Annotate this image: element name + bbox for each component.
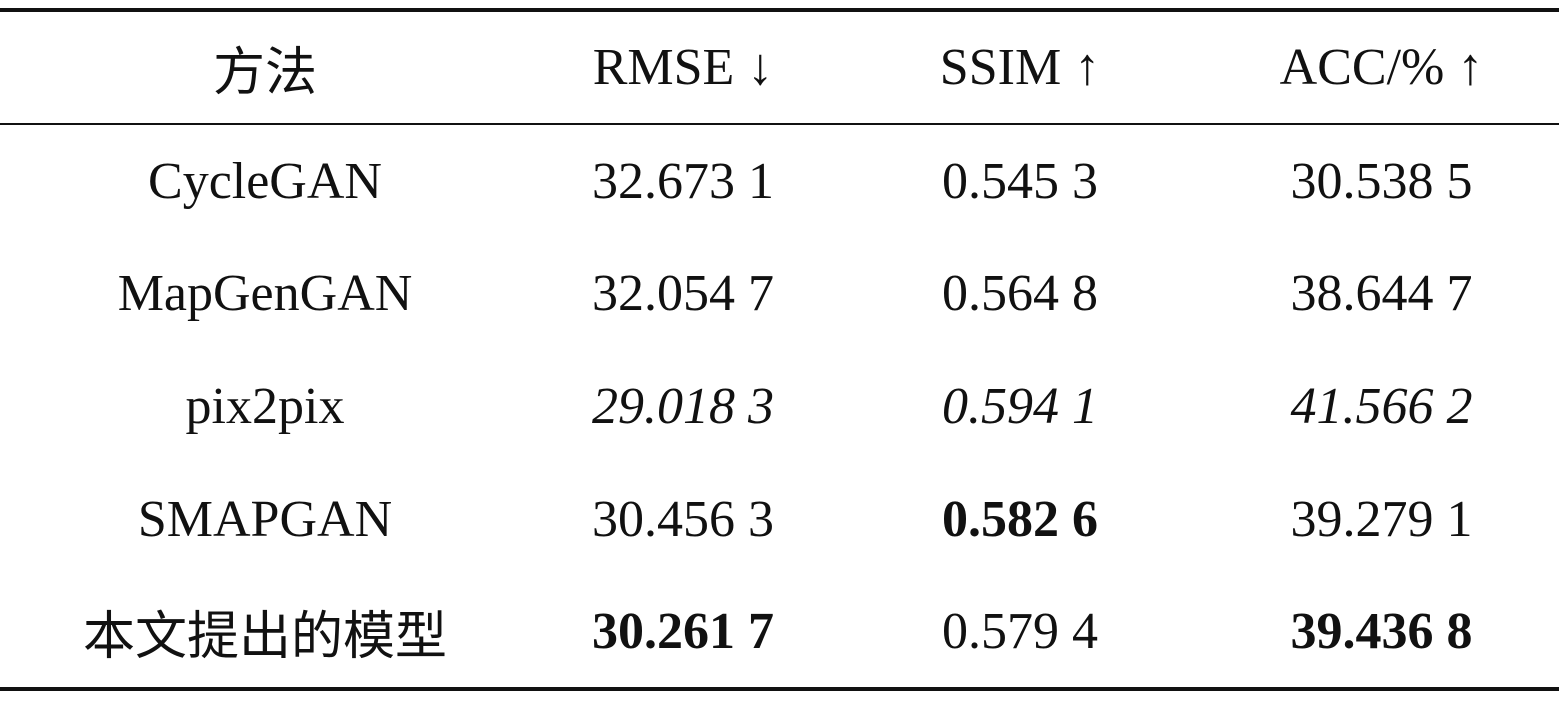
- value-cell: 39.279 1: [1290, 491, 1473, 548]
- results-table: 方法 RMSE ↓ SSIM ↑ ACC/% ↑ CycleGAN 32.673…: [0, 8, 1559, 691]
- method-cell: pix2pix: [185, 378, 345, 435]
- value-cell: 0.545 3: [942, 152, 1098, 210]
- method-cell: MapGenGAN: [117, 265, 413, 322]
- table-row: SMAPGAN 30.456 3 0.582 6 39.279 1: [0, 463, 1559, 576]
- value-cell: 32.673 1: [592, 152, 774, 210]
- value-cell: 0.582 6: [942, 491, 1098, 548]
- method-cell: 本文提出的模型: [82, 609, 447, 666]
- table-header: 方法 RMSE ↓ SSIM ↑ ACC/% ↑: [0, 10, 1559, 124]
- value-cell: 41.566 2: [1290, 378, 1473, 435]
- value-cell: 30.456 3: [592, 491, 774, 548]
- header-cell: ACC/% ↑: [1279, 39, 1484, 96]
- value-cell: 38.644 7: [1290, 265, 1473, 322]
- value-cell: 0.564 8: [942, 265, 1098, 322]
- table-row: MapGenGAN 32.054 7 0.564 8 38.644 7: [0, 237, 1559, 350]
- value-cell: 39.436 8: [1290, 603, 1473, 660]
- value-cell: 0.594 1: [942, 378, 1098, 435]
- value-cell: 30.538 5: [1290, 152, 1473, 210]
- table-row: pix2pix 29.018 3 0.594 1 41.566 2: [0, 350, 1559, 463]
- table-row: CycleGAN 32.673 1 0.545 3 30.538 5: [0, 124, 1559, 237]
- method-cell: CycleGAN: [148, 152, 382, 210]
- header-cell: SSIM ↑: [939, 39, 1101, 96]
- value-cell: 32.054 7: [592, 265, 774, 322]
- table-body: CycleGAN 32.673 1 0.545 3 30.538 5 MapGe…: [0, 124, 1559, 689]
- value-cell: 30.261 7: [592, 603, 774, 660]
- header-cell: RMSE ↓: [592, 39, 774, 96]
- header-cell: 方法: [212, 45, 317, 102]
- value-cell: 0.579 4: [942, 603, 1098, 660]
- header-row: 方法 RMSE ↓ SSIM ↑ ACC/% ↑: [0, 10, 1559, 124]
- method-cell: SMAPGAN: [137, 491, 393, 548]
- value-cell: 29.018 3: [592, 378, 774, 435]
- table-row: 本文提出的模型 30.261 7 0.579 4 39.436 8: [0, 576, 1559, 689]
